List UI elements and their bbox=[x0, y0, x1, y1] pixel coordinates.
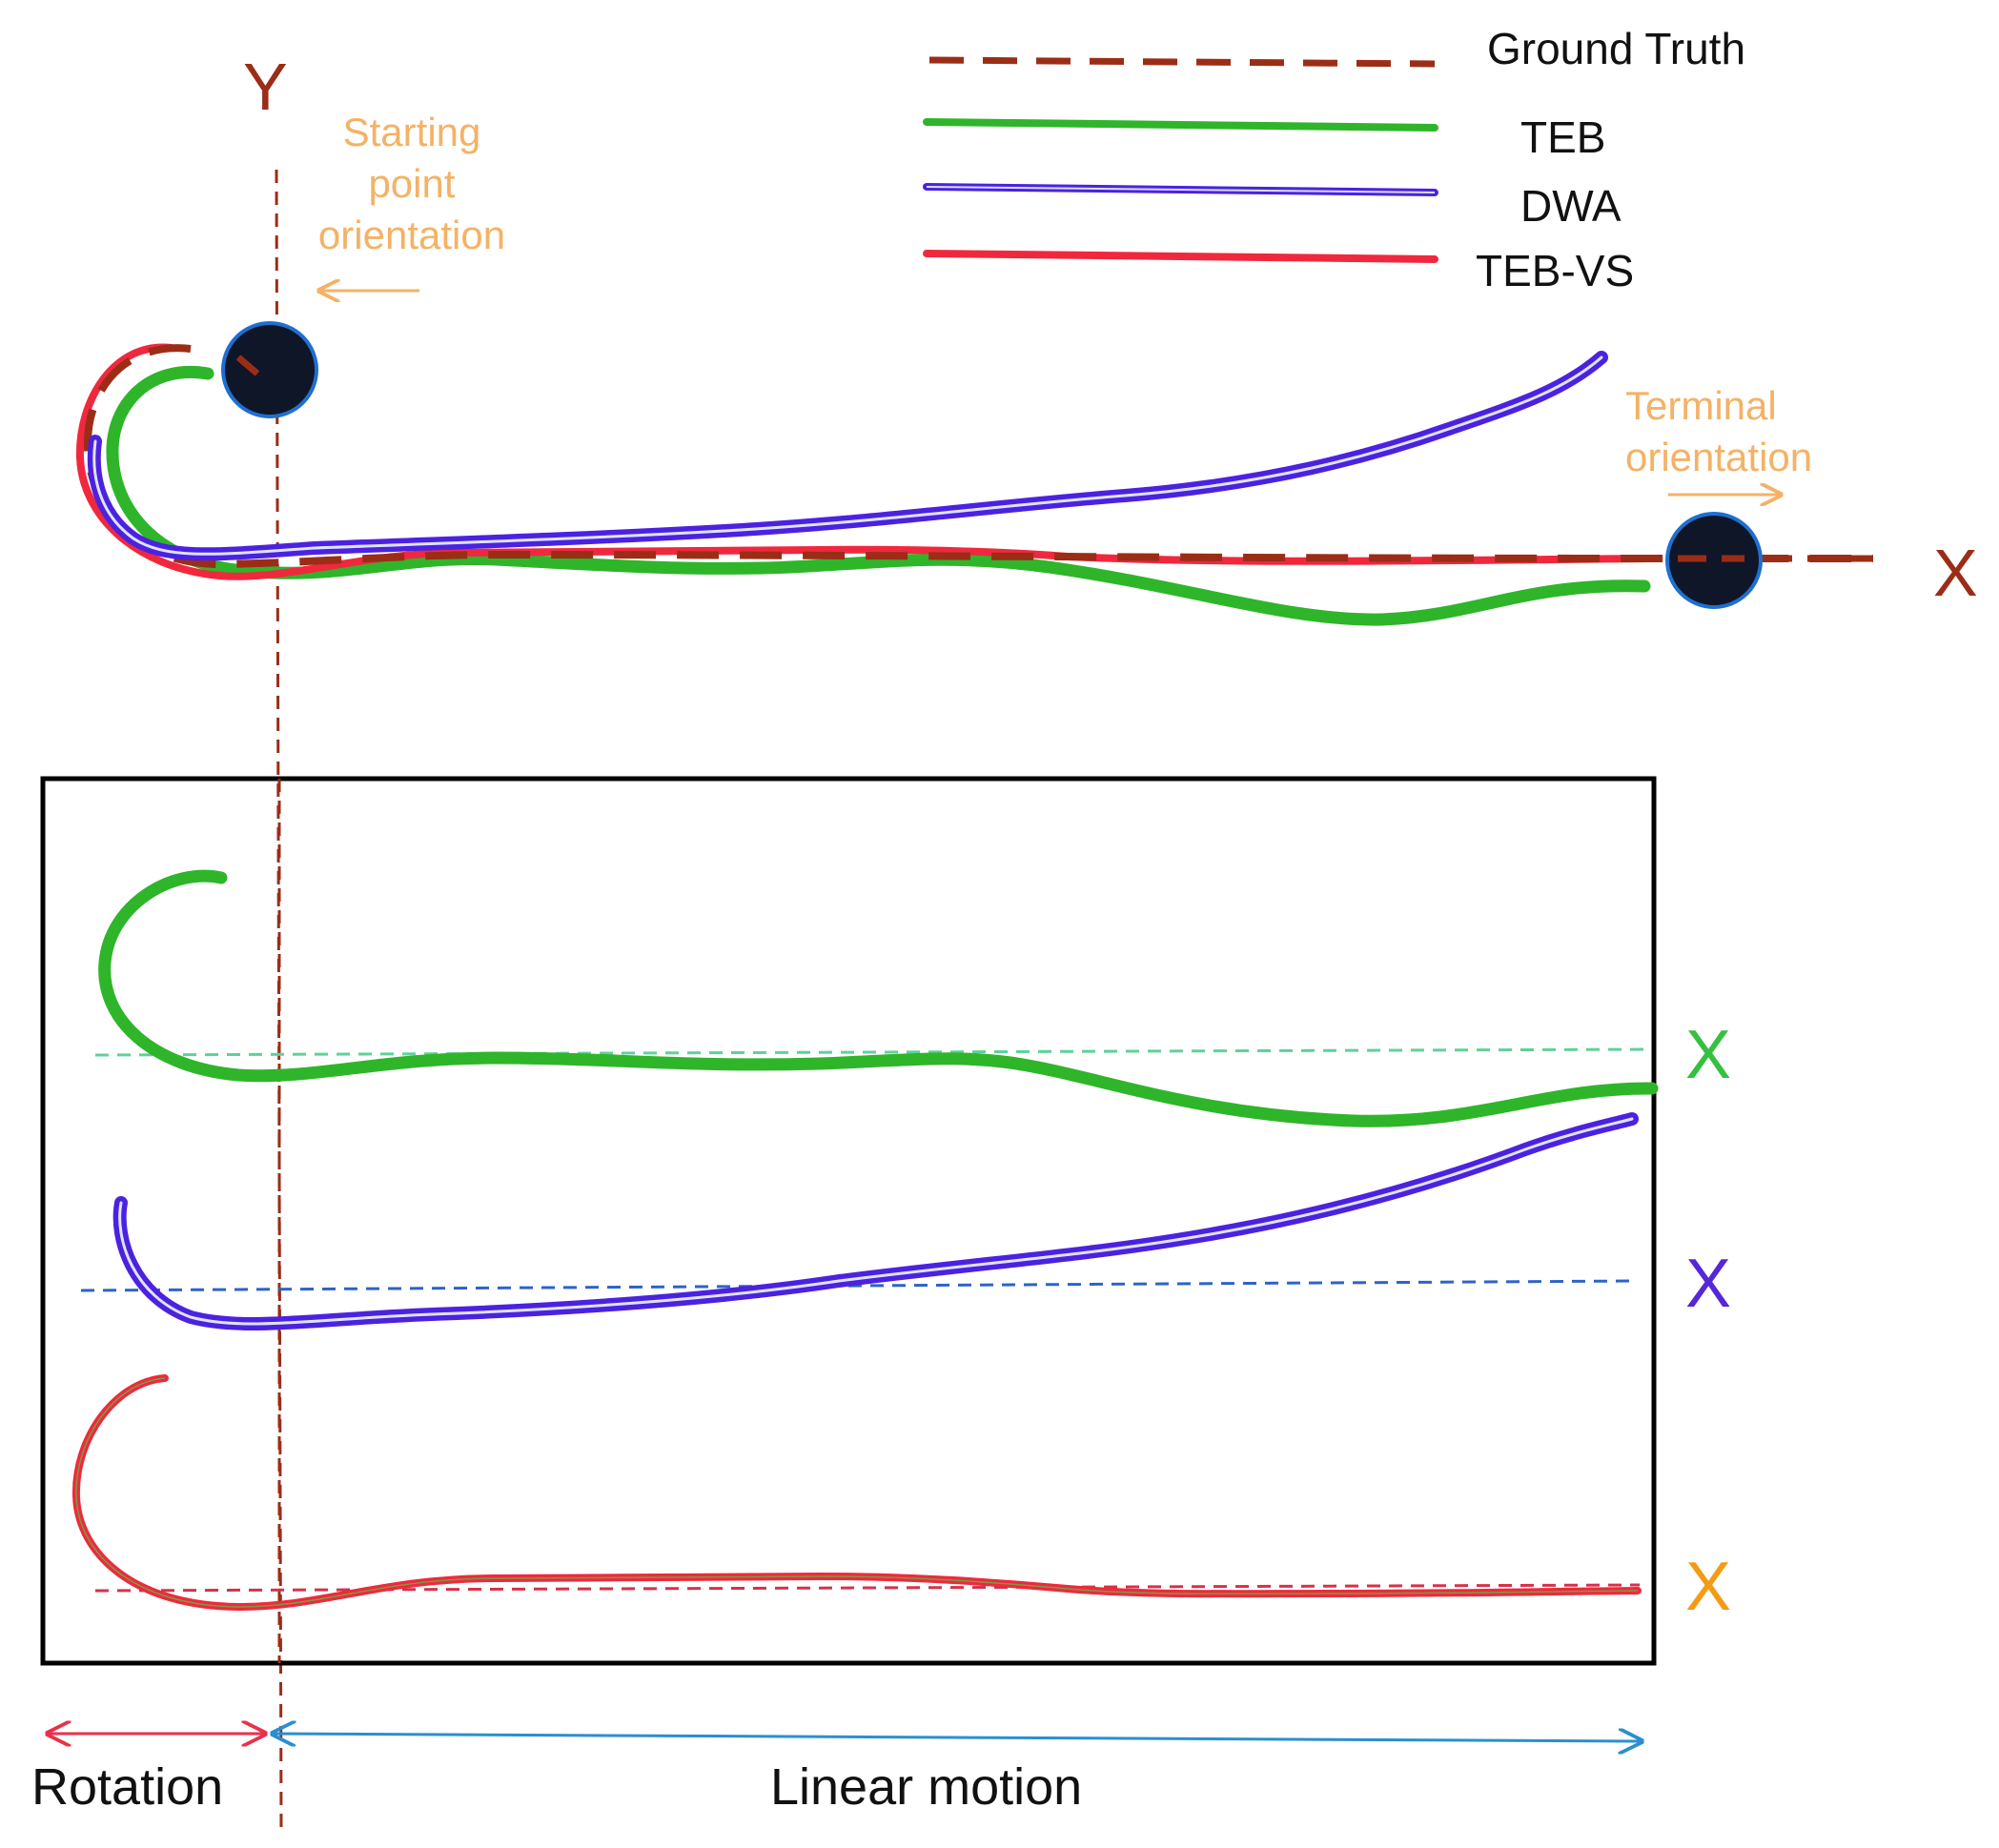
legend-ground-truth-label: Ground Truth bbox=[1487, 24, 1745, 73]
linear-motion-arrow bbox=[273, 1734, 1642, 1741]
legend-ground-truth-line bbox=[928, 56, 1436, 68]
linear-motion-label: Linear motion bbox=[770, 1758, 1082, 1816]
individual-trajectories-panel bbox=[40, 776, 1657, 1666]
start-orientation-line-3: orientation bbox=[318, 213, 505, 257]
start-orientation-line-1: Starting bbox=[343, 110, 481, 154]
ground-truth-trajectory bbox=[83, 344, 1873, 569]
start-orientation-line-2: point bbox=[368, 161, 455, 206]
teb-vs-reference-line bbox=[94, 1583, 1641, 1593]
teb-vs-trajectory-panel bbox=[71, 1374, 1642, 1612]
combined-trajectories bbox=[75, 343, 1873, 626]
dwa-trajectory-panel bbox=[112, 1112, 1639, 1330]
legend-teb-vs-label: TEB-VS bbox=[1476, 246, 1634, 295]
teb-trajectory-panel bbox=[98, 869, 1659, 1127]
dwa-axis-label: X bbox=[1685, 1246, 1731, 1322]
terminal-orientation-annotation: Terminal orientation bbox=[1625, 383, 1812, 495]
terminal-point-marker bbox=[1665, 512, 1763, 609]
terminal-orientation-line-1: Terminal bbox=[1625, 383, 1777, 428]
y-axis-label: Y bbox=[243, 50, 288, 124]
legend: Ground Truth TEB DWA TEB-VS bbox=[923, 24, 1745, 295]
legend-teb-line bbox=[923, 118, 1438, 132]
dwa-reference-line bbox=[80, 1279, 1639, 1292]
teb-reference-line bbox=[94, 1047, 1648, 1057]
dwa-trajectory-top bbox=[87, 351, 1608, 561]
start-point-marker bbox=[221, 321, 318, 418]
legend-teb-vs-line bbox=[923, 250, 1438, 263]
teb-vs-axis-label: X bbox=[1685, 1549, 1731, 1625]
legend-dwa-label: DWA bbox=[1520, 181, 1622, 231]
legend-teb-label: TEB bbox=[1520, 112, 1605, 162]
x-axis-label: X bbox=[1933, 536, 1978, 610]
teb-trajectory-top bbox=[106, 366, 1651, 626]
rotation-label: Rotation bbox=[31, 1758, 223, 1816]
terminal-orientation-line-2: orientation bbox=[1625, 435, 1812, 479]
teb-axis-label: X bbox=[1685, 1017, 1731, 1093]
start-orientation-annotation: Starting point orientation bbox=[318, 110, 505, 291]
